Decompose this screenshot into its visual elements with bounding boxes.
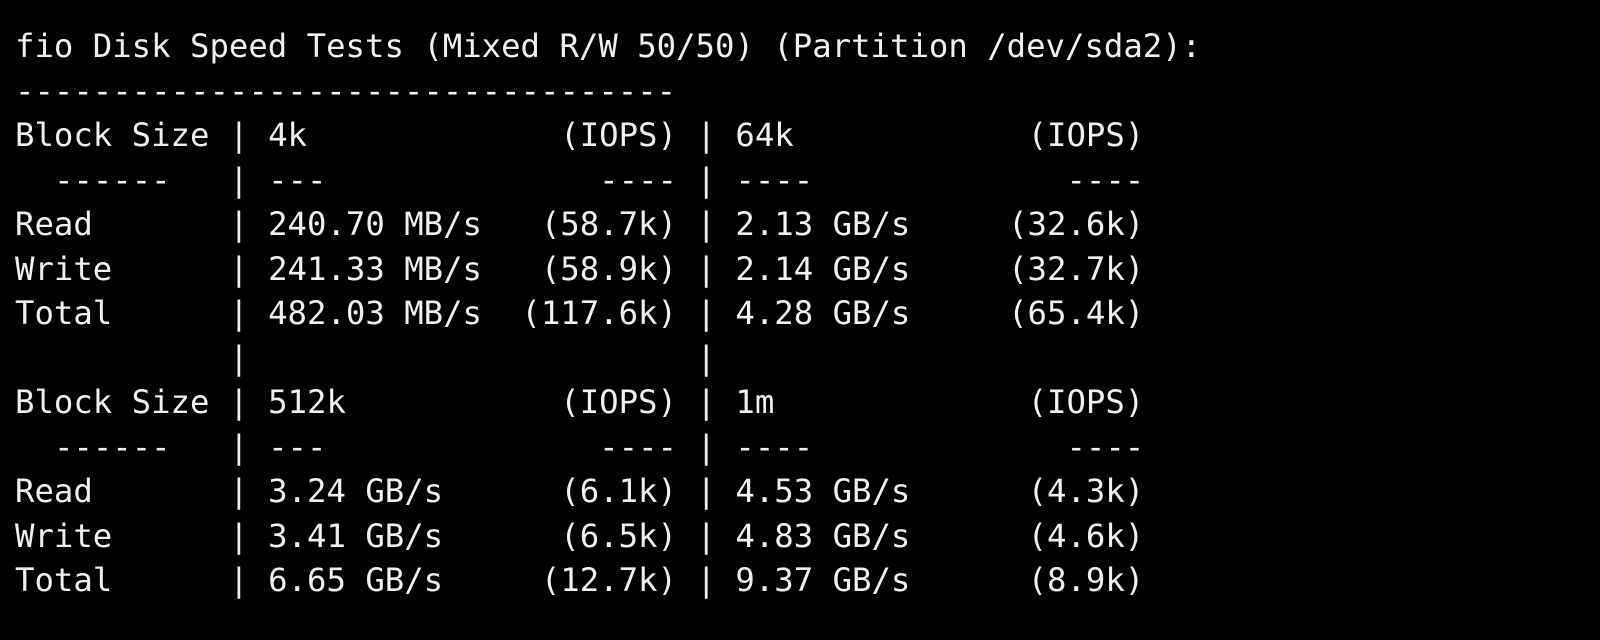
title: fio Disk Speed Tests (Mixed R/W 50/50) (…	[15, 27, 1202, 65]
data-cell: Write	[15, 516, 113, 555]
divider: |	[229, 160, 249, 199]
data-cell: 3.41 GB/s	[268, 516, 444, 555]
data-cell: 240.70 MB/s	[268, 205, 482, 243]
data-cell: (58.7k)	[540, 205, 677, 243]
data-cell: (6.5k)	[560, 516, 677, 555]
divider: |	[696, 338, 716, 377]
divider: |	[229, 338, 249, 377]
header-cell: (IOPS)	[1027, 116, 1145, 154]
data-cell: 9.37 GB/s	[735, 561, 911, 599]
data-cell: Write	[15, 249, 113, 288]
rule-cell: ---	[268, 160, 327, 199]
divider: |	[696, 383, 716, 421]
separator: ----------------------------------	[15, 71, 677, 110]
header-cell: (IOPS)	[560, 116, 677, 154]
data-cell: Read	[15, 205, 93, 243]
header-cell: Block Size	[15, 116, 210, 154]
divider: |	[229, 561, 249, 599]
data-cell: 2.13 GB/s	[735, 205, 911, 243]
data-cell: 6.65 GB/s	[268, 561, 444, 599]
data-cell: (32.6k)	[1008, 205, 1145, 243]
data-cell: 241.33 MB/s	[268, 249, 482, 288]
divider: |	[696, 205, 716, 243]
divider: |	[696, 561, 716, 599]
rule-cell: ----	[1066, 427, 1145, 466]
divider: |	[696, 116, 716, 154]
divider: |	[696, 160, 716, 199]
data-cell: 2.14 GB/s	[735, 249, 911, 288]
data-cell: (65.4k)	[1008, 294, 1145, 332]
divider: |	[696, 472, 716, 510]
rule-cell: ----	[1066, 160, 1145, 199]
data-cell: (117.6k)	[521, 294, 677, 332]
header-cell: (IOPS)	[1027, 383, 1145, 421]
data-cell: Read	[15, 472, 93, 510]
data-cell: 4.28 GB/s	[735, 294, 911, 332]
divider: |	[229, 516, 249, 555]
divider: |	[229, 427, 249, 466]
data-cell: Total	[15, 561, 113, 599]
header-cell: 4k	[268, 116, 307, 154]
divider: |	[229, 249, 249, 288]
divider: |	[229, 294, 249, 332]
data-cell: (32.7k)	[1008, 249, 1145, 288]
divider: |	[696, 427, 716, 466]
data-cell: (58.9k)	[540, 249, 677, 288]
divider: |	[696, 294, 716, 332]
divider: |	[229, 383, 249, 421]
data-cell: (4.3k)	[1027, 472, 1145, 510]
rule-cell: ----	[599, 427, 677, 466]
data-cell: 4.83 GB/s	[735, 516, 911, 555]
rule-cell: ----	[599, 160, 677, 199]
data-cell: 4.53 GB/s	[735, 472, 911, 510]
divider: |	[229, 116, 249, 154]
data-cell: 3.24 GB/s	[268, 472, 444, 510]
data-cell: Total	[15, 294, 113, 332]
data-cell: (8.9k)	[1027, 561, 1145, 599]
divider: |	[696, 249, 716, 288]
header-cell: Block Size	[15, 383, 210, 421]
header-cell: 512k	[268, 383, 346, 421]
rule-cell: ----	[735, 427, 814, 466]
data-cell: (6.1k)	[560, 472, 677, 510]
data-cell: (4.6k)	[1027, 516, 1145, 555]
divider: |	[696, 516, 716, 555]
header-cell: 1m	[735, 383, 775, 421]
rule-cell: ------	[53, 427, 171, 466]
rule-cell: ----	[735, 160, 814, 199]
data-cell: 482.03 MB/s	[268, 294, 482, 332]
divider: |	[229, 472, 249, 510]
divider: |	[229, 205, 249, 243]
rule-cell: ------	[53, 160, 171, 199]
rule-cell: ---	[268, 427, 327, 466]
header-cell: 64k	[735, 116, 794, 154]
header-cell: (IOPS)	[560, 383, 677, 421]
data-cell: (12.7k)	[540, 561, 677, 599]
